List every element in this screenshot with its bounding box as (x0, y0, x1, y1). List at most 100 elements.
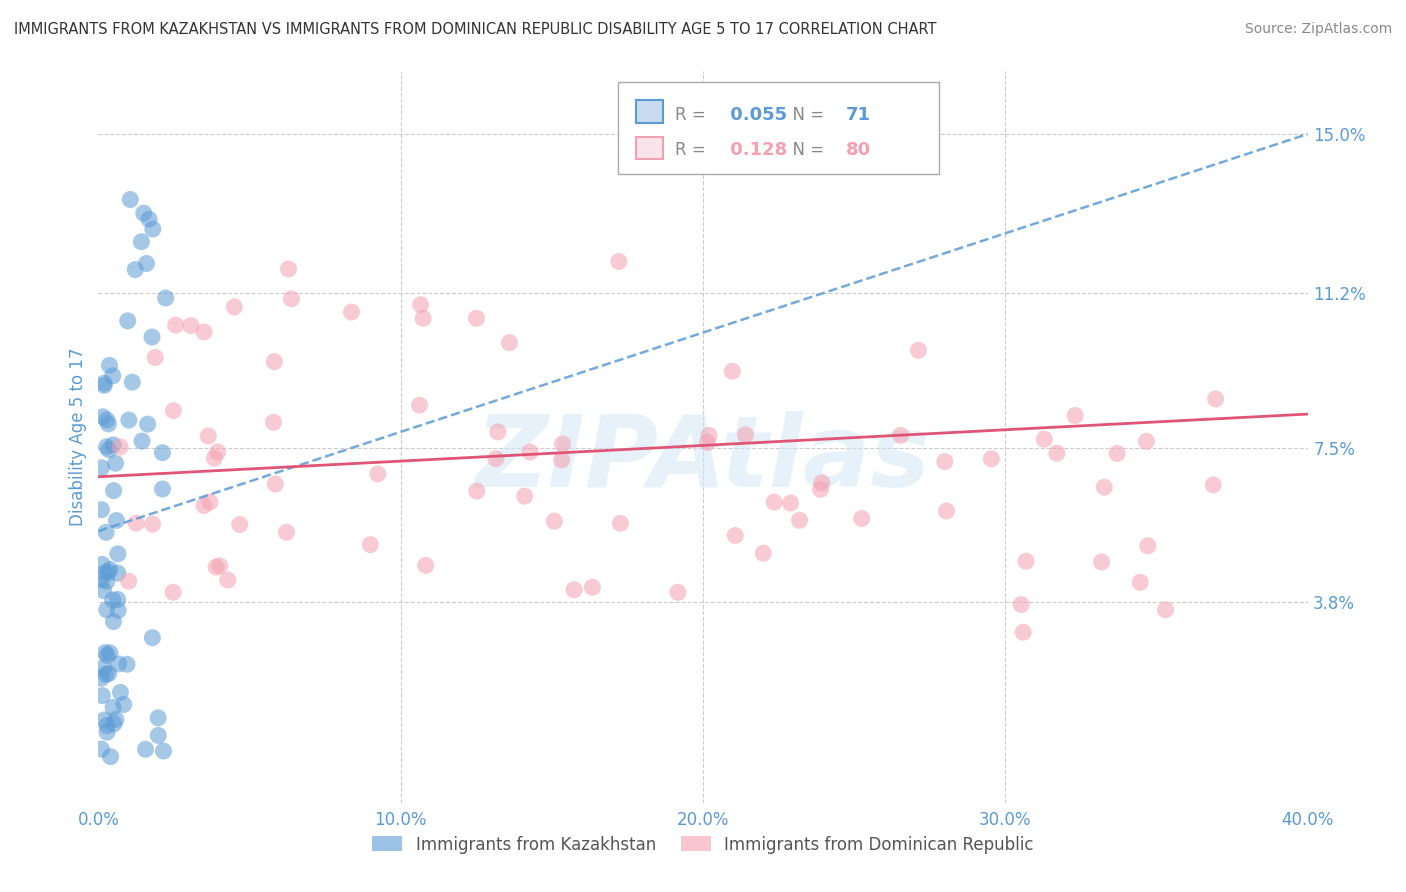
Point (148, 728, 170, 742)
Point (1202, 478, 1225, 492)
Point (93, 583, 115, 598)
Point (193, 499, 215, 513)
Point (276, 525, 298, 540)
Point (103, 438, 125, 452)
Point (104, 713, 127, 727)
Point (217, 573, 239, 587)
Point (562, 582, 585, 597)
Point (101, 592, 124, 607)
Point (125, 516, 148, 530)
Text: 0.128: 0.128 (724, 141, 787, 159)
Point (980, 451, 1002, 466)
Bar (637, 100, 664, 122)
Point (96, 603, 118, 617)
Point (143, 351, 166, 365)
Point (779, 496, 801, 510)
Bar (637, 136, 664, 159)
Point (124, 262, 146, 277)
Point (94, 646, 117, 660)
Point (935, 504, 957, 518)
Point (543, 514, 565, 528)
Point (208, 558, 231, 573)
Point (118, 574, 141, 589)
Point (120, 193, 142, 207)
Point (204, 451, 226, 466)
Point (550, 453, 572, 467)
Point (1205, 392, 1227, 406)
Legend: Immigrants from Kazakhstan, Immigrants from Dominican Republic: Immigrants from Kazakhstan, Immigrants f… (366, 829, 1040, 860)
Point (141, 330, 163, 344)
Point (93, 713, 115, 727)
Point (96, 648, 118, 663)
Point (1012, 625, 1035, 640)
Point (1107, 446, 1129, 460)
Point (409, 298, 432, 312)
Point (340, 305, 363, 319)
Point (112, 698, 135, 712)
Point (138, 212, 160, 227)
Point (415, 558, 437, 573)
Point (91, 558, 114, 572)
Point (228, 517, 250, 532)
Point (810, 483, 832, 497)
Point (132, 206, 155, 220)
Point (162, 585, 184, 599)
Point (465, 311, 488, 326)
Point (98, 359, 121, 373)
Point (91, 409, 114, 424)
Point (93, 661, 115, 675)
Point (93, 376, 115, 391)
Point (193, 325, 215, 339)
Point (609, 516, 631, 531)
Point (789, 513, 811, 527)
Point (581, 580, 603, 594)
Point (135, 742, 157, 756)
Point (98, 646, 121, 660)
Text: IMMIGRANTS FROM KAZAKHSTAN VS IMMIGRANTS FROM DOMINICAN REPUBLIC DISABILITY AGE : IMMIGRANTS FROM KAZAKHSTAN VS IMMIGRANTS… (14, 22, 936, 37)
Point (359, 538, 381, 552)
Point (721, 364, 744, 378)
Point (108, 440, 131, 454)
Point (734, 427, 756, 442)
Point (93, 378, 115, 392)
Point (264, 477, 287, 491)
Point (107, 592, 129, 607)
Point (263, 415, 285, 429)
Point (165, 318, 187, 332)
Point (519, 445, 541, 459)
Point (724, 528, 747, 542)
Point (551, 437, 574, 451)
Point (763, 495, 786, 509)
Point (121, 375, 143, 389)
Point (141, 631, 163, 645)
Point (485, 451, 508, 466)
Point (105, 513, 128, 527)
Text: R =: R = (675, 105, 711, 123)
Point (486, 425, 509, 439)
Point (90, 671, 112, 685)
Text: 71: 71 (845, 105, 870, 123)
Point (96, 413, 118, 427)
Point (162, 403, 184, 417)
Y-axis label: Disability Age 5 to 17: Disability Age 5 to 17 (69, 348, 87, 526)
Point (117, 314, 139, 328)
Point (180, 318, 202, 333)
Text: 0.055: 0.055 (724, 105, 787, 123)
Point (94, 525, 117, 540)
Point (131, 434, 153, 448)
Point (697, 428, 720, 442)
Point (97, 565, 120, 579)
Point (152, 744, 174, 758)
Point (90, 742, 112, 756)
Point (224, 300, 246, 314)
Point (1092, 480, 1115, 494)
Point (146, 711, 169, 725)
Point (94, 566, 117, 580)
Point (1046, 446, 1069, 460)
Point (101, 368, 124, 383)
Point (97, 442, 120, 457)
Point (110, 685, 132, 699)
Point (107, 566, 129, 580)
Point (810, 475, 832, 490)
Point (96, 718, 118, 732)
